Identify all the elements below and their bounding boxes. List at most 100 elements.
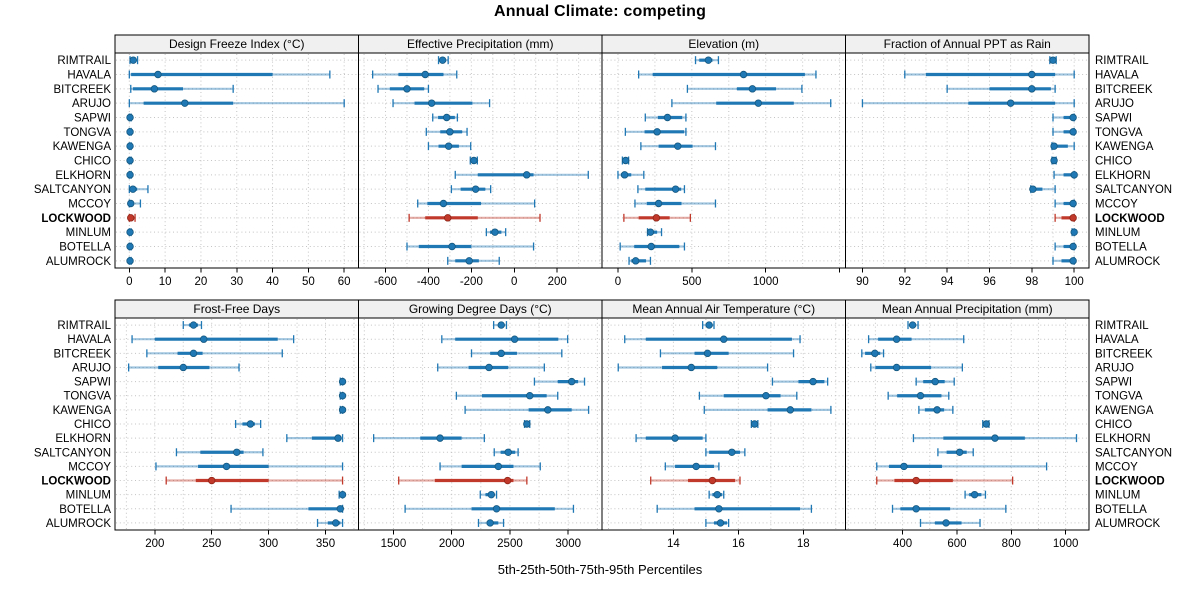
x-tick-label: 600 bbox=[947, 538, 966, 550]
percentile-row bbox=[127, 199, 142, 208]
median-dot bbox=[1006, 99, 1015, 107]
median-dot bbox=[471, 185, 480, 193]
x-tick-label: 40 bbox=[266, 276, 279, 288]
x-tick-label: 0 bbox=[615, 276, 621, 288]
percentile-row bbox=[870, 363, 964, 372]
percentile-row bbox=[982, 420, 990, 428]
percentile-row bbox=[126, 142, 134, 151]
percentile-row bbox=[406, 242, 535, 251]
median-dot bbox=[786, 406, 795, 414]
median-dot bbox=[465, 257, 473, 265]
site-label-left: RIMTRAIL bbox=[57, 320, 111, 332]
median-dot bbox=[470, 156, 478, 165]
percentile-row bbox=[867, 335, 965, 344]
median-dot bbox=[436, 434, 444, 442]
x-tick-label: 90 bbox=[856, 276, 869, 288]
percentile-row bbox=[372, 70, 458, 79]
median-dot bbox=[652, 214, 661, 222]
median-dot bbox=[233, 448, 241, 456]
median-dot bbox=[892, 363, 901, 372]
percentile-row bbox=[1050, 156, 1058, 165]
panel-mean-annual-precipitation-mm: Mean Annual Precipitation (mm) 400 600 800 1… bbox=[844, 299, 1090, 550]
percentile-row bbox=[644, 113, 687, 122]
site-label-left: CHICO bbox=[74, 156, 111, 168]
site-label-right: BOTELLA bbox=[1095, 504, 1147, 516]
x-tick-label: 2500 bbox=[497, 538, 523, 550]
percentile-row bbox=[372, 434, 485, 443]
x-tick-label: 0 bbox=[126, 276, 132, 288]
percentile-row bbox=[912, 434, 1078, 443]
percentile-row bbox=[417, 199, 536, 208]
percentile-row bbox=[1052, 113, 1077, 122]
percentile-row bbox=[861, 99, 1075, 108]
median-dot bbox=[631, 257, 640, 265]
percentile-row bbox=[919, 518, 981, 527]
percentile-row bbox=[628, 256, 652, 265]
x-tick-label: 1000 bbox=[1053, 538, 1079, 550]
percentile-row bbox=[286, 434, 344, 443]
median-dot bbox=[568, 377, 576, 386]
median-dot bbox=[544, 406, 552, 414]
median-dot bbox=[332, 519, 340, 527]
site-label-left: SAPWI bbox=[74, 377, 111, 389]
median-dot bbox=[646, 228, 655, 236]
median-dot bbox=[942, 519, 950, 527]
site-label-right: RIMTRAIL bbox=[1095, 320, 1149, 332]
percentile-row bbox=[907, 321, 919, 330]
median-dot bbox=[908, 321, 917, 329]
median-dot bbox=[991, 434, 999, 442]
percentile-row bbox=[377, 84, 430, 93]
site-label-right: SALTCANYON bbox=[1095, 447, 1172, 459]
median-dot bbox=[982, 420, 990, 428]
median-dot bbox=[503, 476, 512, 485]
median-dot bbox=[334, 434, 342, 442]
median-dot bbox=[181, 99, 189, 107]
site-label-right: HAVALA bbox=[1095, 70, 1139, 82]
percentile-row bbox=[427, 142, 472, 151]
percentile-row bbox=[408, 213, 541, 222]
median-dot bbox=[809, 377, 817, 386]
median-dot bbox=[494, 462, 503, 471]
x-axis-caption: 5th-25th-50th-75th-95th Percentiles bbox=[497, 562, 703, 577]
median-dot bbox=[1028, 85, 1036, 93]
percentile-row bbox=[1029, 185, 1056, 194]
site-label-left: LOCKWOOD bbox=[41, 213, 111, 225]
percentile-row bbox=[464, 405, 590, 414]
percentile-row bbox=[230, 504, 344, 513]
percentile-row bbox=[131, 335, 295, 344]
percentile-row bbox=[182, 321, 203, 330]
median-dot bbox=[444, 214, 452, 222]
median-dot bbox=[716, 519, 725, 527]
x-tick-label: 30 bbox=[230, 276, 243, 288]
median-dot bbox=[653, 128, 661, 136]
site-label-left: BITCREEK bbox=[53, 84, 111, 96]
median-dot bbox=[448, 242, 456, 251]
percentile-row bbox=[635, 434, 707, 443]
site-label-right: ELKHORN bbox=[1095, 170, 1151, 182]
site-label-left: MINLUM bbox=[66, 490, 111, 502]
x-tick-label: 800 bbox=[1002, 538, 1021, 550]
site-label-left: RIMTRAIL bbox=[57, 55, 111, 67]
median-dot bbox=[912, 476, 920, 485]
percentile-row bbox=[432, 113, 459, 122]
panel-header bbox=[844, 299, 1090, 319]
percentile-row bbox=[1070, 228, 1078, 237]
median-dot bbox=[1069, 128, 1077, 136]
median-dot bbox=[446, 128, 454, 136]
percentile-row bbox=[126, 228, 134, 237]
percentile-row bbox=[455, 391, 559, 400]
site-label-left: MINLUM bbox=[66, 227, 111, 239]
median-dot bbox=[403, 85, 411, 93]
percentile-row bbox=[946, 84, 1056, 93]
percentile-row bbox=[694, 56, 720, 65]
percentile-row bbox=[130, 84, 234, 93]
percentile-row bbox=[634, 199, 717, 208]
x-tick-label: 16 bbox=[732, 538, 745, 550]
percentile-row bbox=[1049, 56, 1057, 65]
site-label-left: KAWENGA bbox=[53, 405, 112, 417]
median-dot bbox=[748, 85, 757, 93]
site-label-right: HAVALA bbox=[1095, 334, 1139, 346]
percentile-row bbox=[469, 156, 479, 165]
percentile-row bbox=[624, 127, 687, 136]
